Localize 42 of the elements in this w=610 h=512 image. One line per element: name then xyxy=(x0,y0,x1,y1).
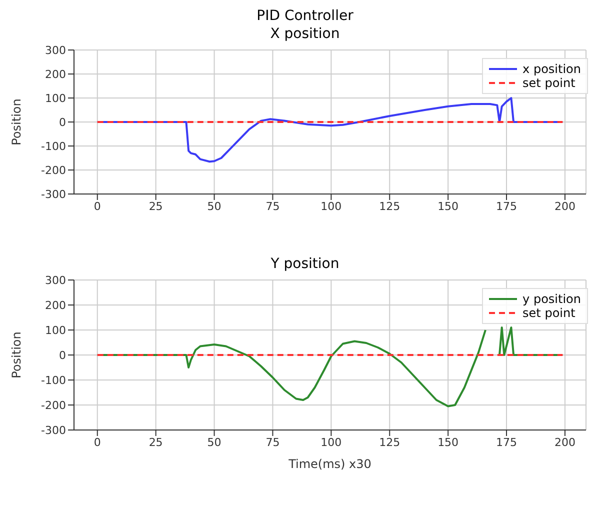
x-tick-label: 200 xyxy=(554,436,576,449)
chart-title: Y position xyxy=(270,256,340,274)
y-tick-label: 100 xyxy=(45,92,66,105)
x-tick-label: 200 xyxy=(554,200,576,213)
x-tick-label: 125 xyxy=(379,200,400,213)
legend-label: set point xyxy=(522,76,576,90)
x-axis-title: Time(ms) x30 xyxy=(288,457,372,471)
y-tick-label: -200 xyxy=(41,164,66,177)
x-tick-label: 50 xyxy=(207,436,222,449)
y-tick-label: 200 xyxy=(45,68,66,81)
x-tick-label: 0 xyxy=(94,436,101,449)
x-tick-label: 25 xyxy=(148,200,163,213)
y-tick-label: 0 xyxy=(59,348,66,362)
y-tick-label: -100 xyxy=(41,140,66,153)
x-tick-label: 175 xyxy=(496,200,518,213)
y-axis-title: Position xyxy=(9,332,24,378)
legend-label: y position xyxy=(522,292,581,306)
y-axis-title: Position xyxy=(9,98,24,146)
y-tick-label: -100 xyxy=(41,374,66,387)
y-tick-label: 300 xyxy=(45,274,66,287)
x-tick-label: 25 xyxy=(148,436,163,449)
y-tick-label: 100 xyxy=(45,324,66,337)
x-tick-label: 175 xyxy=(496,436,518,449)
legend-label: x position xyxy=(522,62,581,76)
y-tick-label: 0 xyxy=(59,116,66,129)
x-tick-label: 150 xyxy=(438,200,459,213)
x-tick-label: 75 xyxy=(266,200,280,213)
legend-label: set point xyxy=(522,306,576,320)
chart-subtitle: X position xyxy=(269,26,341,44)
x-tick-label: 100 xyxy=(320,436,342,449)
chart-title: PID Controller xyxy=(256,8,354,26)
y-tick-label: 200 xyxy=(45,298,66,312)
y-tick-label: -300 xyxy=(41,188,66,201)
x-tick-label: 0 xyxy=(94,200,101,213)
x-tick-label: 150 xyxy=(438,436,459,449)
x-tick-label: 75 xyxy=(266,436,280,449)
x-tick-label: 50 xyxy=(207,200,222,213)
x-tick-label: 125 xyxy=(379,436,400,449)
y-tick-label: -300 xyxy=(41,424,66,437)
y-tick-label: -200 xyxy=(41,398,66,412)
y-tick-label: 300 xyxy=(45,44,66,57)
x-tick-label: 100 xyxy=(320,200,342,213)
